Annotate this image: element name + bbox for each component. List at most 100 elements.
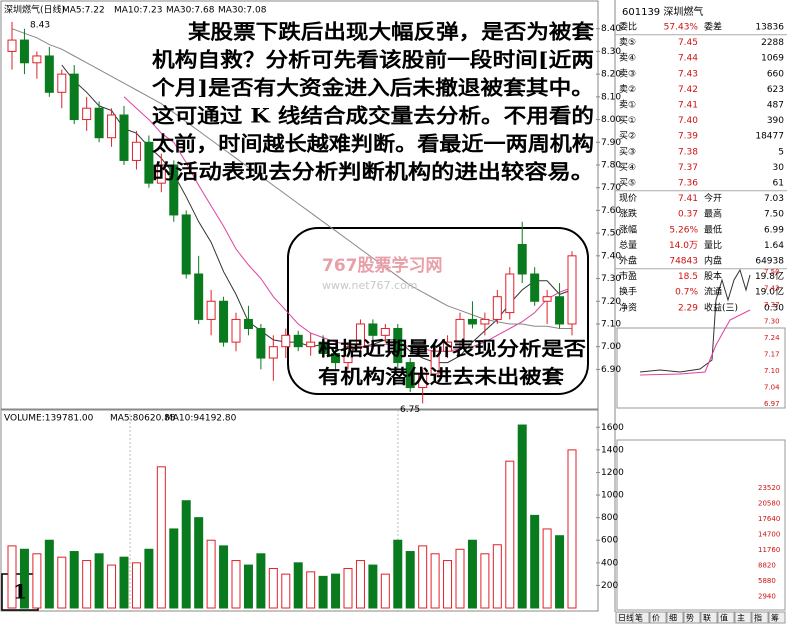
- mini-chart: [616, 327, 786, 409]
- annotation: 某股票下跌后出现大幅反弹，是否为被套: [188, 20, 594, 44]
- volume-bar: [94, 553, 104, 609]
- quote-label: 卖③: [619, 68, 636, 79]
- tab-label[interactable]: 日线: [618, 613, 634, 623]
- candle-body: [530, 273, 540, 302]
- volume-bar: [169, 528, 179, 609]
- tab[interactable]: [632, 611, 650, 624]
- legend-entry: MA10:7.23: [114, 6, 162, 16]
- quote-label: 买①: [619, 115, 636, 126]
- quote-label: 最低: [704, 223, 722, 235]
- candle-body: [94, 107, 104, 139]
- candle-body: [331, 352, 341, 364]
- y-tick-label: 7.00: [601, 342, 621, 352]
- quote-label: 净资: [619, 301, 637, 313]
- quote-value: 7.40: [678, 116, 698, 126]
- candle-body: [306, 341, 316, 348]
- quote-label: 委比: [619, 21, 637, 33]
- volume-bar: [555, 535, 565, 609]
- mini-tick-label: 8820: [758, 562, 776, 570]
- tab[interactable]: [751, 611, 769, 624]
- y-tick-label: 7.30: [601, 274, 621, 284]
- volume-bar: [243, 564, 253, 609]
- tab-label[interactable]: 筹: [771, 613, 779, 623]
- quote-value: 14.0万: [669, 241, 698, 251]
- volume-bar: [331, 573, 341, 609]
- tab[interactable]: [666, 611, 684, 624]
- quote-value: 487: [767, 101, 784, 111]
- quote-value: 13836: [755, 23, 784, 33]
- quote-label: 卖①: [619, 100, 636, 111]
- annotation: 太前，时间越长越难判断。看最近一两周机构: [152, 132, 594, 156]
- volume-bar: [194, 517, 204, 609]
- legend-entry: MA10:94192.80: [165, 414, 237, 424]
- candle-body: [7, 39, 17, 52]
- legend-entry: MA30:7.08: [218, 6, 267, 16]
- quote-label: 买③: [619, 146, 636, 157]
- candle-body: [343, 346, 353, 364]
- tab[interactable]: [768, 611, 786, 624]
- candle-body: [169, 164, 179, 216]
- candle-body: [318, 341, 328, 354]
- y-tick-label: 400: [601, 558, 618, 568]
- box-annotation: 根据近期量价表现分析是否: [318, 337, 586, 360]
- quote-value: 390: [767, 116, 784, 126]
- mini-tick-label: 11760: [758, 546, 780, 554]
- quote-value: 18477: [755, 132, 784, 142]
- tab-label[interactable]: 指: [754, 613, 762, 623]
- quote-label: 量比: [704, 239, 722, 251]
- quote-label: 买②: [619, 131, 636, 142]
- volume-title: VOLUME:139781.00: [4, 414, 94, 424]
- quote-value: 0.30: [764, 303, 784, 313]
- volume-bar: [281, 573, 291, 609]
- candle-body: [405, 362, 415, 389]
- tab-label[interactable]: 笔: [635, 613, 643, 623]
- tab[interactable]: [717, 611, 735, 624]
- tab-label[interactable]: 势: [686, 613, 694, 623]
- y-tick-label: 8.40: [601, 24, 621, 34]
- tab[interactable]: [649, 611, 667, 624]
- quote-value: 2.29: [678, 303, 698, 313]
- tab-label[interactable]: 值: [720, 613, 728, 623]
- candle-body: [368, 323, 378, 336]
- tab-label[interactable]: 联: [703, 614, 711, 623]
- quote-label: 现价: [619, 193, 637, 204]
- candle-body: [505, 273, 515, 314]
- low-label: 6.75: [400, 405, 420, 415]
- candle-body: [107, 114, 117, 139]
- y-tick-label: 1000: [601, 491, 624, 501]
- mini-tick-label: 7.17: [764, 351, 780, 359]
- tab[interactable]: [683, 611, 701, 624]
- tab[interactable]: [700, 611, 718, 624]
- quote-label: 买⑤: [619, 178, 636, 189]
- quote-label: 收益(三): [704, 301, 738, 313]
- tab-label[interactable]: 主: [737, 613, 745, 623]
- tab-label[interactable]: 价: [652, 614, 660, 623]
- volume-bar: [343, 567, 353, 609]
- candle-body: [517, 243, 527, 275]
- high-label: 8.43: [30, 20, 50, 30]
- tab[interactable]: [734, 611, 752, 624]
- volume-bar: [82, 560, 92, 609]
- candle-body: [492, 296, 502, 320]
- candle-body: [418, 373, 428, 389]
- quote-value: 7.37: [678, 163, 698, 173]
- annotation: 机构自救？分析可先看该股前一段时间[近两: [152, 48, 594, 72]
- volume-bar: [530, 514, 540, 609]
- volume-bar: [443, 560, 453, 609]
- candle-body: [131, 141, 141, 161]
- tab-label[interactable]: 细: [669, 613, 677, 623]
- quote-label: 股本: [704, 270, 722, 282]
- quote-label: 卖④: [619, 53, 636, 64]
- mini-tick-label: 2940: [758, 593, 776, 601]
- y-tick-label: 800: [601, 513, 618, 523]
- volume-panel: [0, 409, 599, 612]
- mini-tick-label: 7.24: [764, 334, 780, 342]
- quote-label: 今开: [704, 192, 722, 204]
- mini-tick-label: 7.43: [764, 285, 780, 293]
- price-panel: [0, 0, 599, 410]
- volume-bar: [19, 548, 29, 609]
- y-tick-label: 7.40: [601, 251, 621, 261]
- candle-body: [268, 346, 278, 359]
